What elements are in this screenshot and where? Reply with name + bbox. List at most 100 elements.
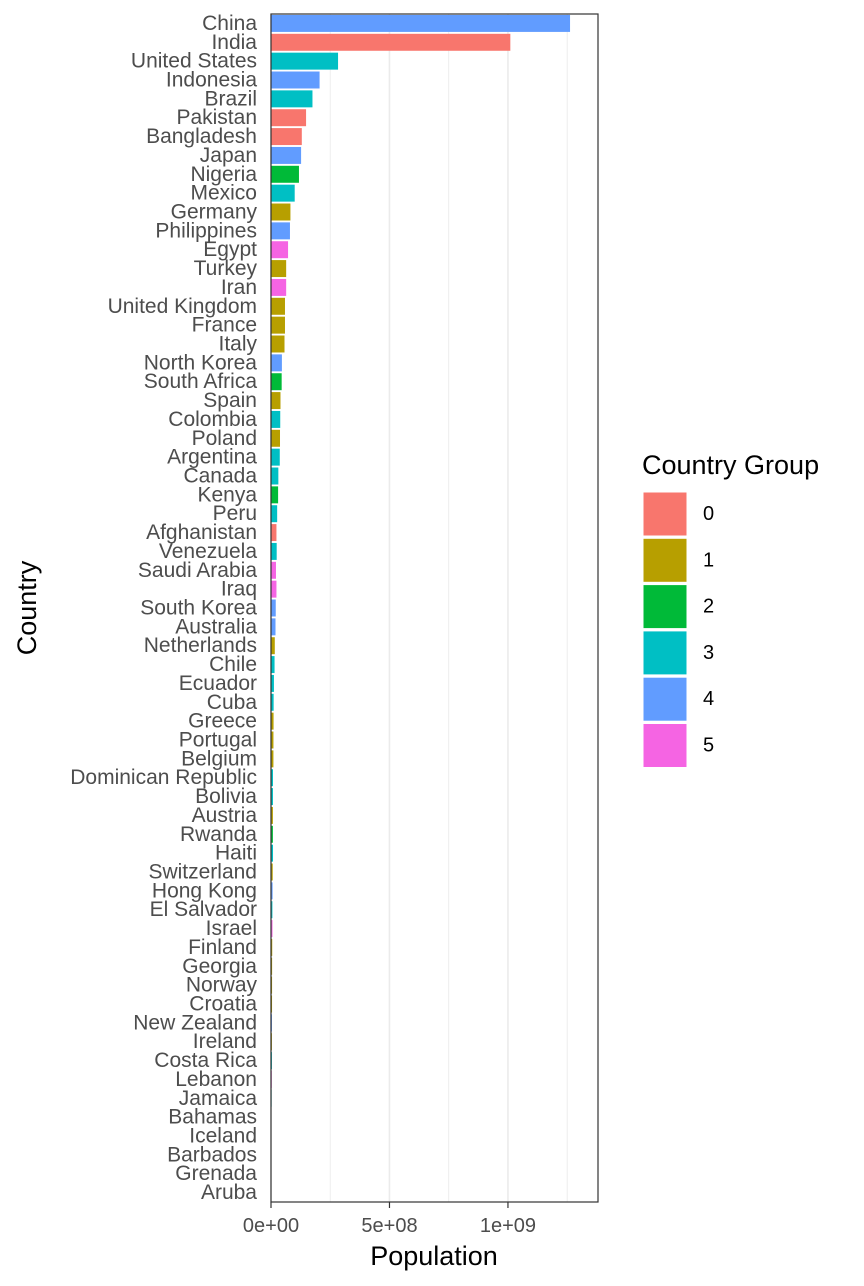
legend-label: 1: [703, 549, 714, 571]
legend-swatch: [642, 584, 688, 630]
country-label: Peru: [213, 502, 257, 525]
bar: [271, 844, 274, 862]
bar: [271, 33, 511, 51]
legend-label: 2: [703, 596, 714, 618]
country-label: Ireland: [193, 1030, 257, 1053]
country-label: Philippines: [155, 219, 257, 242]
bar: [271, 486, 279, 504]
country-label: Grenada: [175, 1162, 257, 1185]
country-label: Iran: [221, 276, 257, 299]
bar: [271, 920, 273, 938]
country-label: Greece: [188, 710, 257, 733]
bar: [271, 429, 281, 447]
legend-label: 5: [703, 735, 714, 757]
bar: [271, 674, 274, 692]
bar: [271, 769, 273, 787]
bars: [271, 14, 571, 1202]
country-label: Ecuador: [179, 672, 257, 695]
bar: [271, 297, 285, 315]
x-axis-title: Population: [370, 1241, 498, 1271]
x-tick-label: 0e+00: [243, 1215, 299, 1237]
bar: [271, 410, 281, 428]
country-label: Colombia: [168, 408, 257, 431]
bar: [271, 863, 273, 881]
bar: [271, 882, 273, 900]
country-label: Aruba: [201, 1181, 257, 1204]
country-label: Belgium: [181, 747, 257, 770]
bar: [271, 806, 273, 824]
bar: [271, 580, 277, 598]
country-label: France: [192, 314, 257, 337]
country-label: Lebanon: [175, 1068, 257, 1091]
country-label: Finland: [188, 936, 257, 959]
bar: [271, 316, 285, 334]
y-axis-title: Country: [12, 560, 42, 655]
bar: [271, 14, 571, 32]
country-label: Japan: [200, 144, 257, 167]
bar: [271, 524, 277, 542]
country-label: Portugal: [179, 729, 257, 752]
country-label: United States: [131, 50, 257, 73]
country-label: Kenya: [197, 483, 257, 506]
bar: [271, 109, 307, 127]
country-label: Poland: [192, 427, 257, 450]
bar: [271, 750, 274, 768]
bar: [271, 825, 273, 843]
bar: [271, 260, 287, 278]
bar: [271, 505, 278, 523]
bar: [271, 448, 280, 466]
country-label: Chile: [209, 653, 257, 676]
bar: [271, 392, 281, 410]
x-tick-label: 5e+08: [361, 1215, 417, 1237]
bar: [271, 90, 313, 108]
country-label: Bahamas: [168, 1106, 257, 1129]
bar: [271, 241, 289, 259]
country-label: South Korea: [140, 597, 257, 620]
country-label: Egypt: [203, 238, 257, 261]
legend-label: 3: [703, 642, 714, 664]
country-label: North Korea: [144, 351, 258, 374]
legend: Country Group 0 1 2 3 4 5: [642, 450, 819, 768]
bar: [271, 71, 320, 89]
bar: [271, 373, 282, 391]
bar: [271, 146, 302, 164]
bar: [271, 938, 273, 956]
country-label: Venezuela: [159, 540, 257, 563]
bar: [271, 637, 275, 655]
country-label: Haiti: [215, 842, 257, 865]
country-label: Croatia: [189, 993, 257, 1016]
legend-title: Country Group: [642, 450, 819, 480]
bar: [271, 52, 339, 70]
country-label: India: [211, 31, 257, 54]
legend-swatch: [642, 723, 688, 768]
bar: [271, 184, 295, 202]
bar: [271, 731, 274, 749]
gridlines: [270, 14, 568, 1202]
country-label: United Kingdom: [108, 295, 257, 318]
country-label: Jamaica: [179, 1087, 258, 1110]
bar: [271, 901, 273, 919]
country-label: Germany: [171, 201, 258, 224]
panel-border: [270, 13, 599, 1203]
bar: [271, 599, 276, 617]
bar: [271, 712, 274, 730]
country-label: Canada: [183, 465, 257, 488]
country-label: Bangladesh: [146, 125, 257, 148]
bar: [271, 561, 276, 579]
country-label: Norway: [186, 974, 258, 997]
bar: [271, 165, 299, 183]
bar: [271, 222, 290, 240]
bar: [271, 128, 302, 146]
bar: [271, 788, 273, 806]
country-label: Spain: [203, 389, 257, 412]
country-label: Rwanda: [180, 823, 257, 846]
country-label: Saudi Arabia: [138, 559, 257, 582]
legend-swatch: [642, 630, 688, 676]
country-label: Iceland: [189, 1125, 257, 1148]
country-label: Afghanistan: [146, 521, 257, 544]
bar: [271, 542, 277, 560]
country-label: Mexico: [190, 182, 257, 205]
country-label: Nigeria: [190, 163, 257, 186]
legend-label: 4: [703, 688, 714, 710]
country-label: Israel: [206, 917, 257, 940]
